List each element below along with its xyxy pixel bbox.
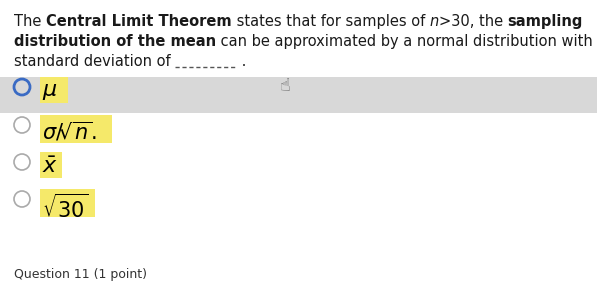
Text: $\bar{x}$: $\bar{x}$ <box>42 157 58 178</box>
FancyBboxPatch shape <box>40 189 95 217</box>
Text: $\sqrt{30}$: $\sqrt{30}$ <box>42 194 88 222</box>
FancyBboxPatch shape <box>0 77 597 113</box>
Text: can be approximated by a normal distribution with a: can be approximated by a normal distribu… <box>216 34 597 49</box>
Text: n: n <box>429 14 439 29</box>
Text: ☝: ☝ <box>280 77 291 95</box>
Text: Central Limit Theorem: Central Limit Theorem <box>46 14 232 29</box>
Text: states that for samples of: states that for samples of <box>232 14 429 29</box>
Text: $\mu$: $\mu$ <box>42 82 57 102</box>
Text: standard deviation of: standard deviation of <box>14 54 176 69</box>
FancyBboxPatch shape <box>40 152 62 178</box>
Text: sampling: sampling <box>507 14 583 29</box>
Text: The: The <box>14 14 46 29</box>
Text: Question 11 (1 point): Question 11 (1 point) <box>14 268 147 281</box>
Text: .: . <box>237 54 247 69</box>
FancyBboxPatch shape <box>40 115 112 143</box>
Text: >30, the: >30, the <box>439 14 507 29</box>
Text: distribution of the mean: distribution of the mean <box>14 34 216 49</box>
Text: $\sigma/\!\sqrt{n}.$: $\sigma/\!\sqrt{n}.$ <box>42 120 97 143</box>
FancyBboxPatch shape <box>40 77 68 103</box>
